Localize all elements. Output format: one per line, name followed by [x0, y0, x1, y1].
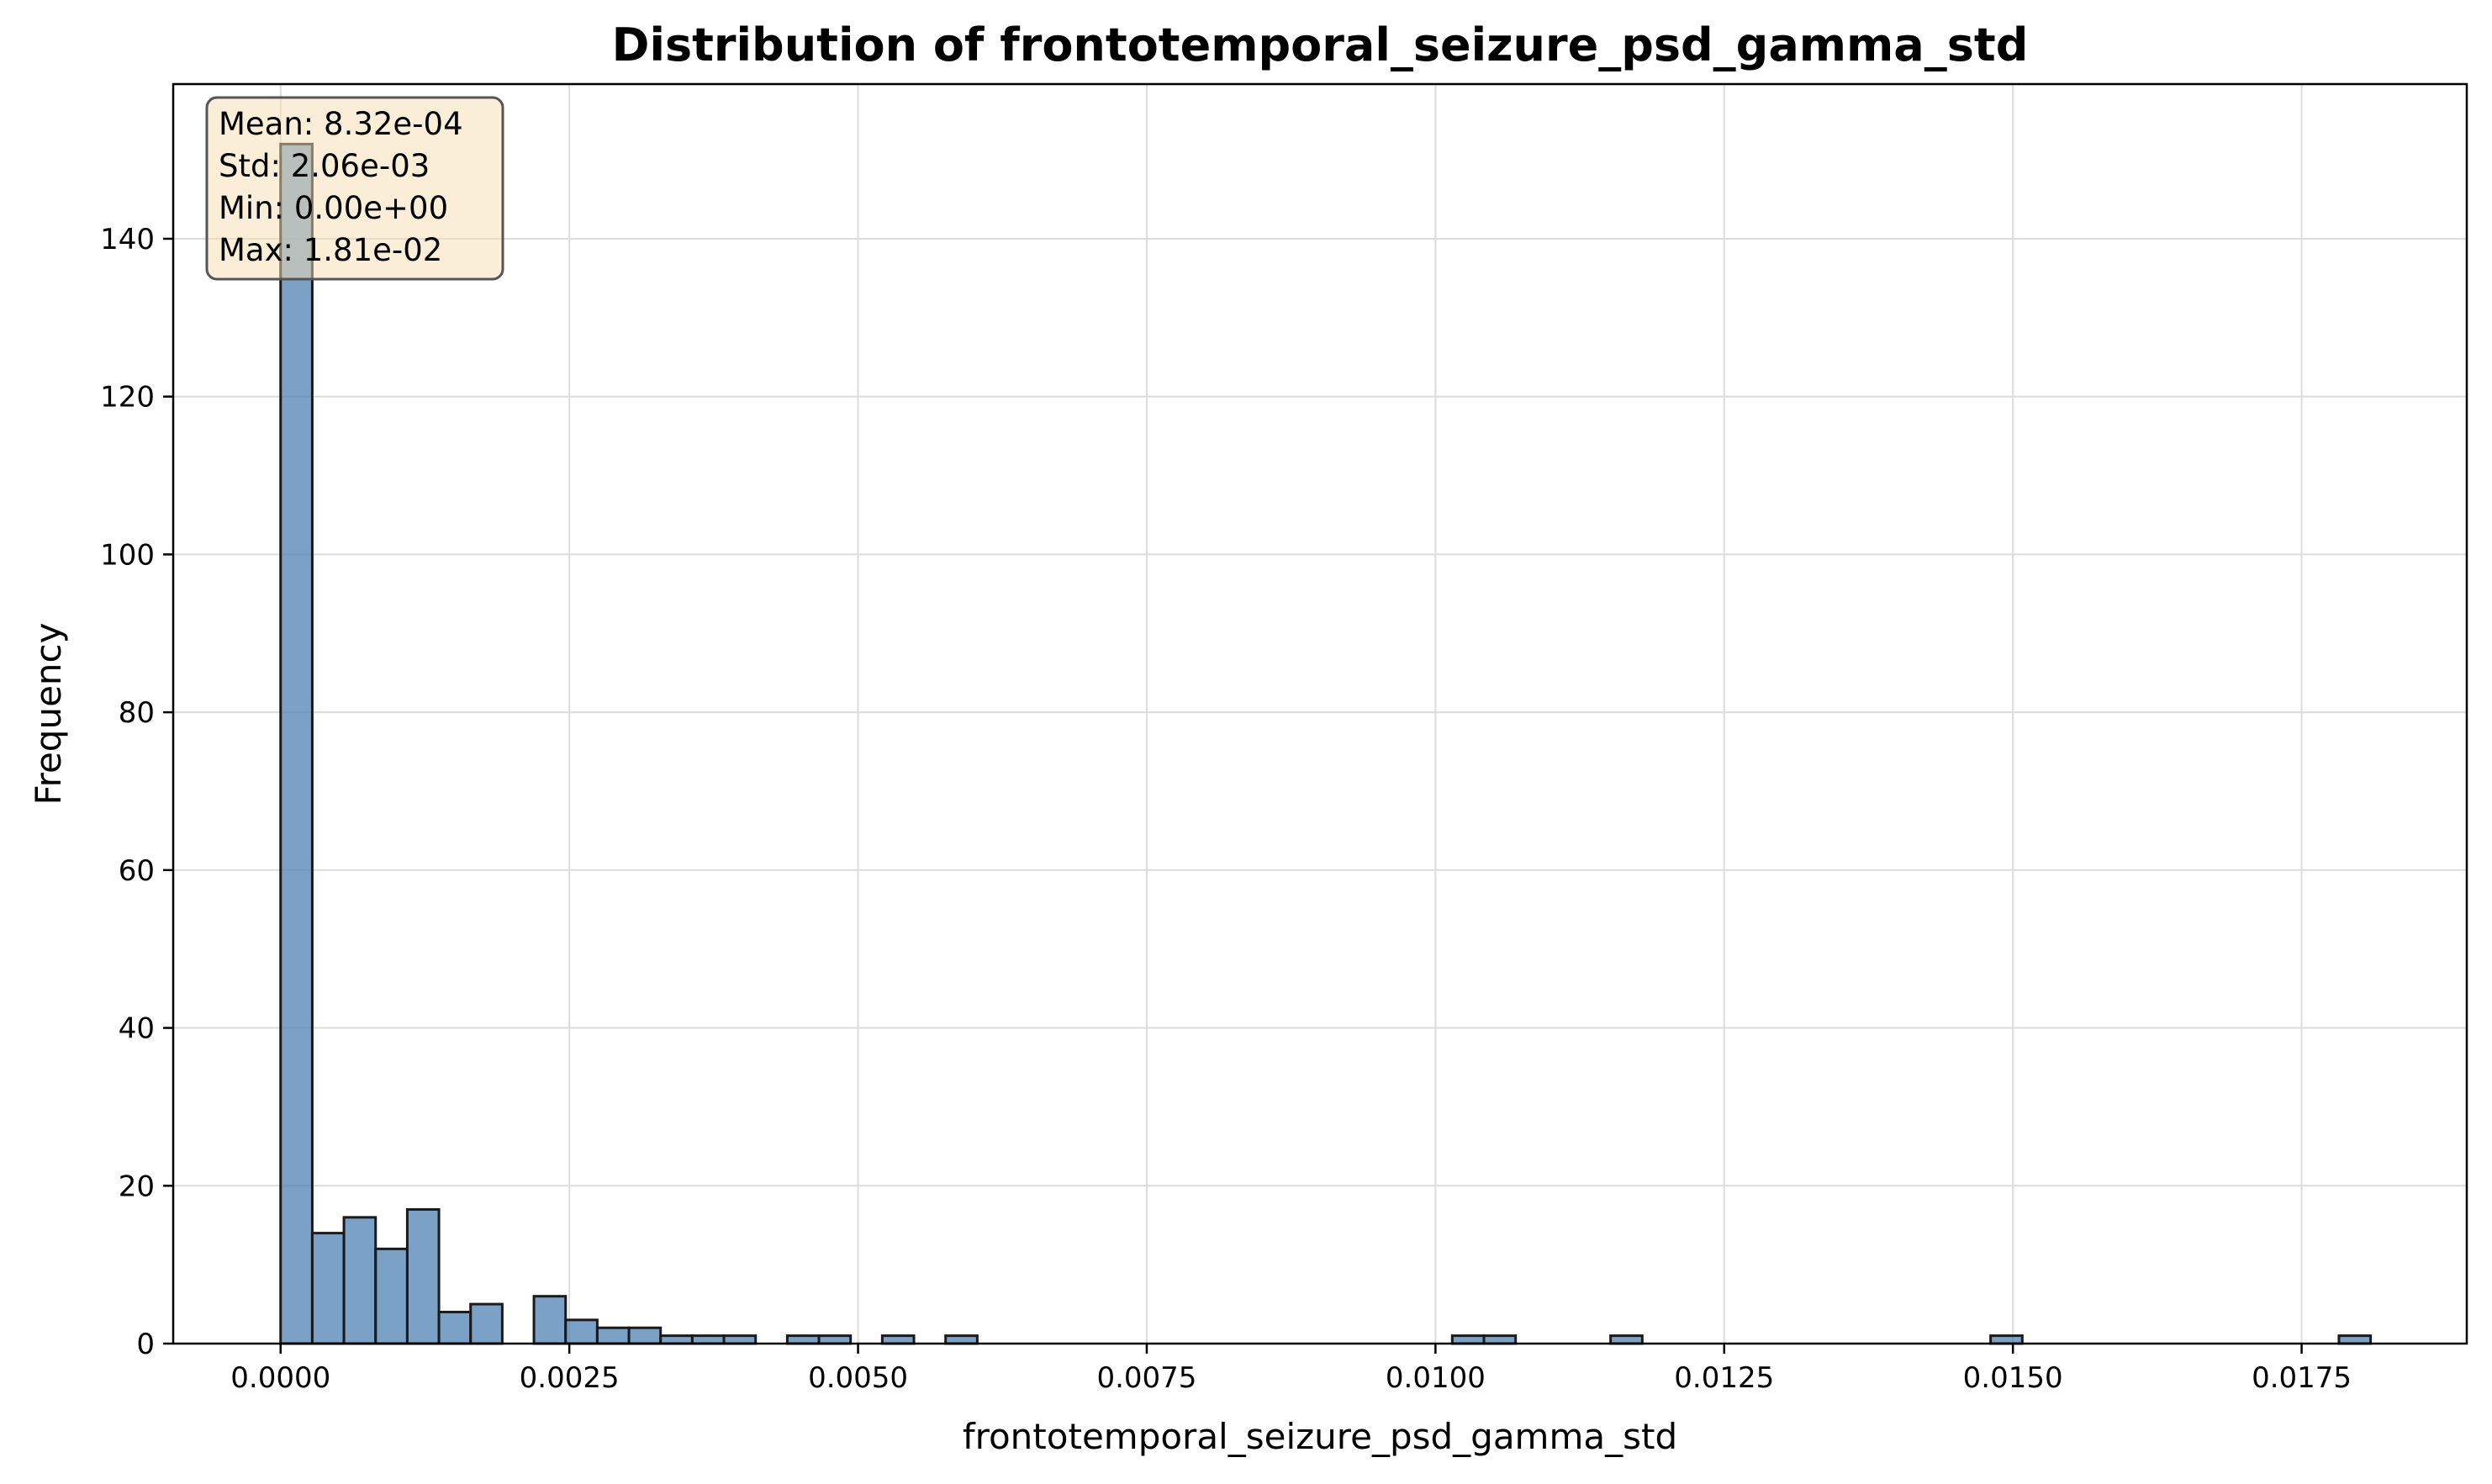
- histogram-bar: [880, 1334, 916, 1345]
- x-tick-label: 0.0150: [1963, 1361, 2063, 1395]
- x-axis-label: frontotemporal_seizure_psd_gamma_std: [963, 1416, 1677, 1457]
- stats-min: Min: 0.00e+00: [219, 190, 448, 226]
- histogram-bar: [342, 1216, 377, 1345]
- stats-box-background: [205, 96, 504, 281]
- histogram-bar: [564, 1318, 599, 1345]
- histogram-bar: [374, 1247, 409, 1345]
- y-tick-label: 40: [119, 1012, 155, 1046]
- stats-mean: Mean: 8.32e-04: [219, 106, 463, 142]
- histogram-bar: [690, 1334, 726, 1345]
- histogram-bar: [437, 1310, 473, 1345]
- y-axis-label: Frequency: [28, 623, 69, 805]
- x-tick-label: 0.0000: [230, 1361, 330, 1395]
- y-tick-label: 80: [119, 696, 155, 730]
- stats-box: Mean: 8.32e-04 Std: 2.06e-03 Min: 0.00e+…: [205, 96, 504, 281]
- y-tick-label: 60: [119, 854, 155, 888]
- y-axis-ticks: 0 20 40 60 80 100 120 140: [100, 223, 173, 1361]
- histogram-bar: [944, 1334, 979, 1345]
- stats-max: Max: 1.81e-02: [219, 232, 442, 268]
- histogram-bar: [659, 1334, 694, 1345]
- x-tick-label: 0.0025: [520, 1361, 620, 1395]
- x-tick-label: 0.0050: [808, 1361, 908, 1395]
- y-tick-label: 140: [100, 223, 155, 256]
- histogram-bar: [279, 142, 314, 1345]
- histogram-bar: [785, 1334, 821, 1345]
- histogram-bar: [722, 1334, 758, 1345]
- x-tick-label: 0.0075: [1096, 1361, 1196, 1395]
- histogram-bar: [2337, 1334, 2373, 1345]
- histogram-bar: [469, 1302, 504, 1345]
- y-tick-label: 0: [136, 1328, 155, 1361]
- histogram-bar: [817, 1334, 853, 1345]
- histogram-bar: [1450, 1334, 1486, 1345]
- y-tick-label: 100: [100, 538, 155, 572]
- y-tick-label: 20: [119, 1170, 155, 1203]
- plot-frame: [172, 82, 2468, 1345]
- histogram-bar: [1609, 1334, 1644, 1345]
- stats-std: Std: 2.06e-03: [219, 148, 430, 184]
- x-axis-ticks: 0.0000 0.0025 0.0050 0.0075 0.0100 0.0125 0.01…: [230, 1344, 2352, 1395]
- histogram-bar: [532, 1295, 568, 1345]
- histogram-bar: [1989, 1334, 2024, 1345]
- histogram-bar: [310, 1232, 346, 1345]
- y-tick-label: 120: [100, 381, 155, 415]
- x-tick-label: 0.0125: [1674, 1361, 1774, 1395]
- histogram-bar: [1482, 1334, 1518, 1345]
- chart-title: Distribution of frontotemporal_seizure_p…: [612, 18, 2029, 71]
- histogram-bar: [405, 1207, 441, 1345]
- x-tick-label: 0.0100: [1386, 1361, 1486, 1395]
- histogram-bar: [627, 1326, 663, 1345]
- histogram-bar: [595, 1326, 631, 1345]
- x-tick-label: 0.0175: [2252, 1361, 2352, 1395]
